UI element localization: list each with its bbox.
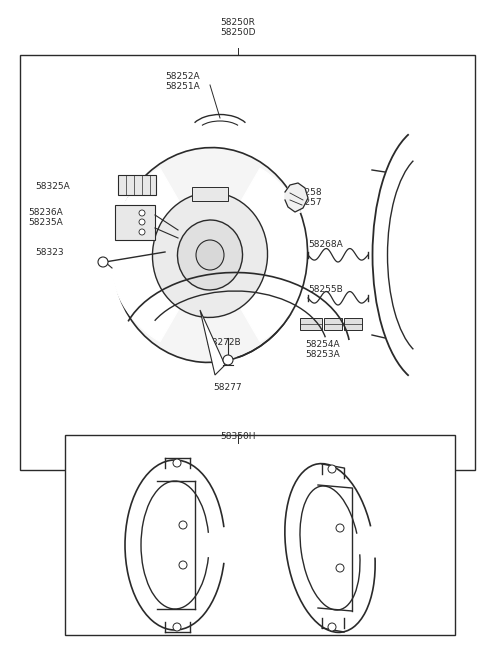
Circle shape	[179, 561, 187, 569]
Circle shape	[328, 465, 336, 473]
Circle shape	[336, 564, 344, 572]
Bar	[65, 435, 455, 635]
Bar	[324, 318, 342, 330]
Circle shape	[139, 210, 145, 216]
Ellipse shape	[153, 193, 267, 318]
Circle shape	[223, 355, 233, 365]
Circle shape	[139, 229, 145, 235]
Polygon shape	[285, 183, 308, 212]
Text: 58323: 58323	[35, 248, 64, 257]
Text: 58258
58257: 58258 58257	[293, 188, 322, 207]
Circle shape	[139, 219, 145, 225]
Text: 58236A
58235A: 58236A 58235A	[28, 208, 63, 228]
Polygon shape	[200, 310, 225, 375]
Ellipse shape	[112, 148, 308, 362]
Text: 58272B: 58272B	[206, 338, 240, 347]
Ellipse shape	[196, 240, 224, 270]
Circle shape	[336, 524, 344, 532]
Circle shape	[173, 623, 181, 631]
Text: 58252A
58251A: 58252A 58251A	[166, 72, 200, 91]
Circle shape	[179, 521, 187, 529]
Bar	[192, 187, 228, 201]
Text: 58250R
58250D: 58250R 58250D	[220, 18, 256, 37]
Bar	[115, 205, 155, 240]
Text: 58268A: 58268A	[308, 240, 343, 249]
Bar	[20, 55, 475, 470]
Wedge shape	[110, 169, 310, 342]
Circle shape	[328, 623, 336, 631]
Text: 58254A
58253A: 58254A 58253A	[305, 340, 340, 359]
Text: 58350H: 58350H	[220, 432, 256, 441]
Text: 58277: 58277	[214, 383, 242, 392]
Circle shape	[98, 257, 108, 267]
Bar	[344, 318, 362, 330]
Bar	[118, 175, 156, 195]
Ellipse shape	[178, 220, 242, 290]
Text: 58325A: 58325A	[35, 182, 70, 191]
Circle shape	[173, 459, 181, 467]
Text: 58255B: 58255B	[308, 285, 343, 294]
Bar	[300, 318, 322, 330]
